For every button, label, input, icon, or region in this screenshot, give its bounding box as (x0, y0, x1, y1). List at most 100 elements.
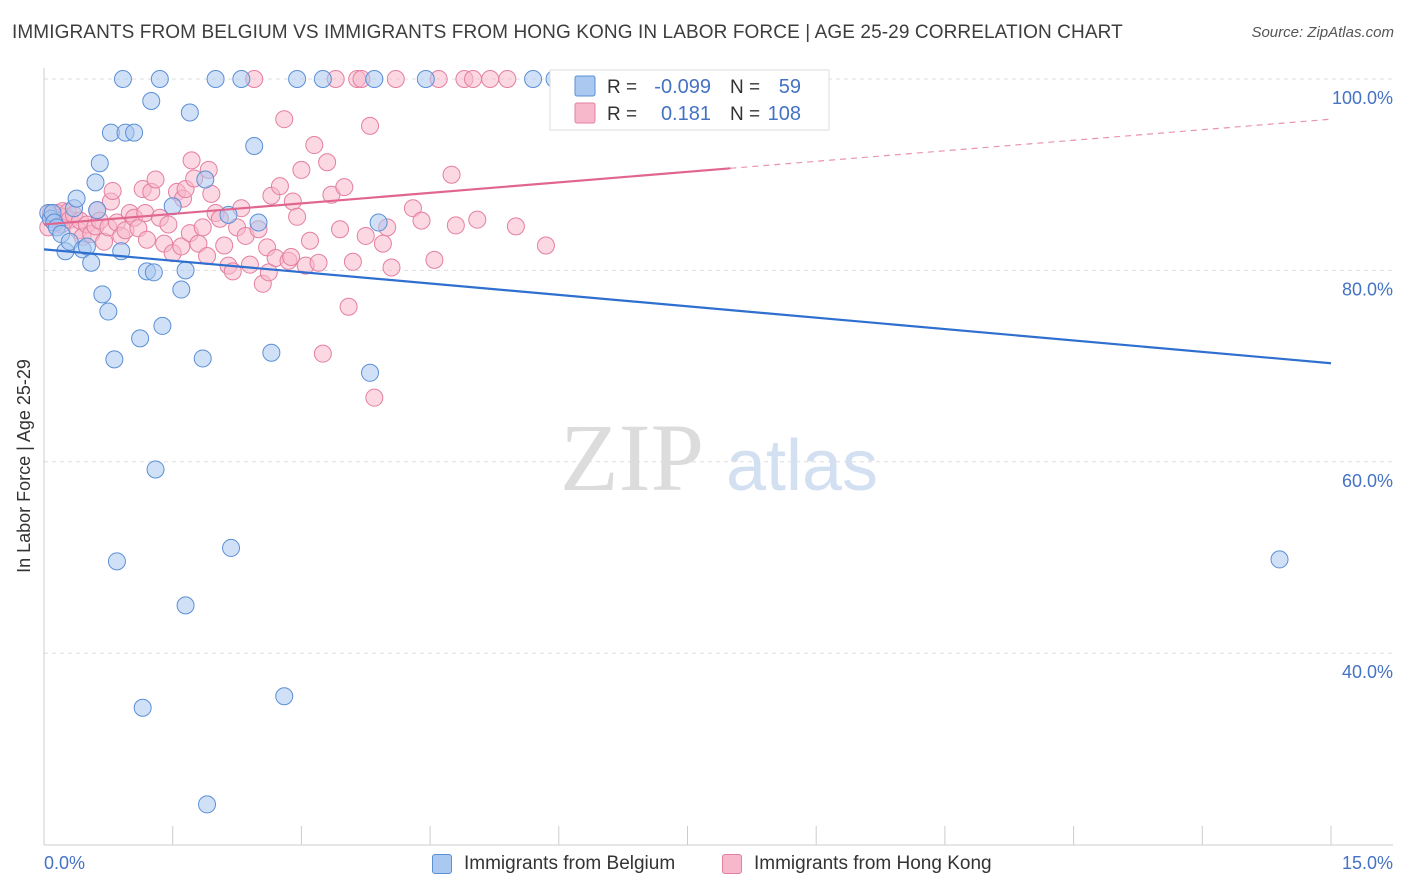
belgium-point (365, 70, 384, 88)
belgium-point (1270, 550, 1289, 569)
belgium-point (133, 698, 152, 717)
legend-label-belgium: Immigrants from Belgium (464, 853, 676, 874)
belgium-point (249, 213, 268, 232)
hongkong-point (305, 136, 324, 155)
hongkong-point (481, 70, 500, 88)
legend-label-hongkong: Immigrants from Hong Kong (754, 853, 992, 874)
belgium-point (245, 136, 264, 155)
gridlines (44, 78, 1393, 654)
hongkong-point (146, 170, 165, 189)
belgium-point (369, 213, 388, 232)
x-tick-label-min: 0.0% (44, 853, 85, 873)
hongkong-point (300, 231, 319, 250)
belgium-point (88, 201, 107, 220)
axes (43, 68, 1393, 846)
belgium-point (90, 154, 109, 173)
belgium-point (176, 596, 195, 615)
watermark-zip: ZIP (560, 404, 704, 511)
hongkong-point (335, 178, 354, 197)
chart-title: IMMIGRANTS FROM BELGIUM VS IMMIGRANTS FR… (12, 22, 1123, 43)
hongkong-point (425, 250, 444, 269)
belgium-point (180, 103, 199, 122)
hongkong-point (339, 297, 358, 316)
hongkong-point (275, 110, 294, 129)
belgium-point (193, 349, 212, 368)
y-axis-label: In Labor Force | Age 25-29 (14, 359, 34, 573)
belgium-point (125, 123, 144, 142)
hongkong-point (412, 211, 431, 230)
belgium-point (93, 285, 112, 304)
belgium-point (262, 343, 281, 362)
stats-belgium-r-value: -0.099 (654, 76, 711, 98)
stats-hongkong-r-label: R = (607, 104, 637, 125)
stats-hongkong-swatch (574, 102, 596, 124)
belgium-point (232, 70, 251, 88)
belgium-point (288, 70, 307, 88)
belgium-point (172, 280, 191, 299)
belgium-point (196, 170, 215, 189)
belgium-point (142, 92, 161, 111)
stats-belgium-swatch (574, 75, 596, 97)
belgium-point (150, 70, 169, 88)
hongkong-point (240, 255, 259, 274)
belgium-point (176, 261, 195, 280)
belgium-point (275, 687, 294, 706)
hongkong-point (361, 116, 380, 135)
belgium-point (146, 460, 165, 479)
hongkong-point (446, 216, 465, 235)
y-tick-label: 100.0% (1332, 88, 1393, 108)
hongkong-point (215, 236, 234, 255)
hongkong-trend-line (43, 167, 731, 226)
hongkong-point (356, 226, 375, 245)
belgium-point (131, 329, 150, 348)
y-tick-label: 40.0% (1342, 662, 1393, 682)
hongkong-point (331, 220, 350, 239)
belgium-point (153, 316, 172, 335)
hongkong-point (442, 165, 461, 184)
hongkong-point (318, 153, 337, 172)
hongkong-point (283, 192, 302, 211)
y-tick-labels: 100.0% 80.0% 60.0% 40.0% (1332, 88, 1393, 682)
belgium-point (107, 552, 126, 571)
stats-belgium-n-value: 59 (779, 76, 801, 98)
hongkong-point (373, 234, 392, 253)
belgium-point (163, 197, 182, 216)
belgium-point (86, 173, 105, 192)
hongkong-point (137, 230, 156, 249)
hongkong-trend-line-dashed (730, 118, 1332, 169)
hongkong-point (159, 215, 178, 234)
hongkong-point (403, 199, 422, 218)
hongkong-point (464, 70, 482, 88)
hongkong-point (536, 236, 555, 255)
belgium-point (99, 302, 118, 321)
source-label: Source: ZipAtlas.com (1251, 24, 1394, 41)
legend-swatch-hongkong (722, 854, 742, 874)
stats-belgium-n-label: N = (730, 77, 760, 98)
hongkong-point (103, 181, 122, 200)
belgium-point (67, 189, 86, 208)
stats-hongkong-n-value: 108 (768, 103, 801, 125)
hongkong-point (172, 237, 191, 256)
hongkong-point (270, 177, 289, 196)
hongkong-point (382, 258, 401, 277)
stats-hongkong-n-label: N = (730, 104, 760, 125)
hongkong-point (182, 151, 201, 170)
belgium-points (39, 70, 1289, 814)
hongkong-point (468, 210, 487, 229)
belgium-trend-line (43, 248, 1332, 365)
belgium-point (82, 253, 101, 272)
hongkong-point (193, 218, 212, 237)
hongkong-point (343, 252, 362, 271)
hongkong-point (365, 388, 384, 407)
watermark-atlas: atlas (726, 426, 878, 506)
belgium-point (198, 795, 217, 814)
belgium-point (416, 70, 435, 88)
legend-swatch-belgium (432, 854, 452, 874)
legend-item-hongkong[interactable]: Immigrants from Hong Kong (722, 848, 992, 880)
hongkong-point (498, 70, 517, 88)
stats-box: R = -0.099 N = 59 R = 0.181 N = 108 (549, 69, 830, 131)
belgium-point (105, 350, 124, 369)
belgium-point (313, 70, 332, 88)
legend-item-belgium[interactable]: Immigrants from Belgium (432, 848, 675, 880)
